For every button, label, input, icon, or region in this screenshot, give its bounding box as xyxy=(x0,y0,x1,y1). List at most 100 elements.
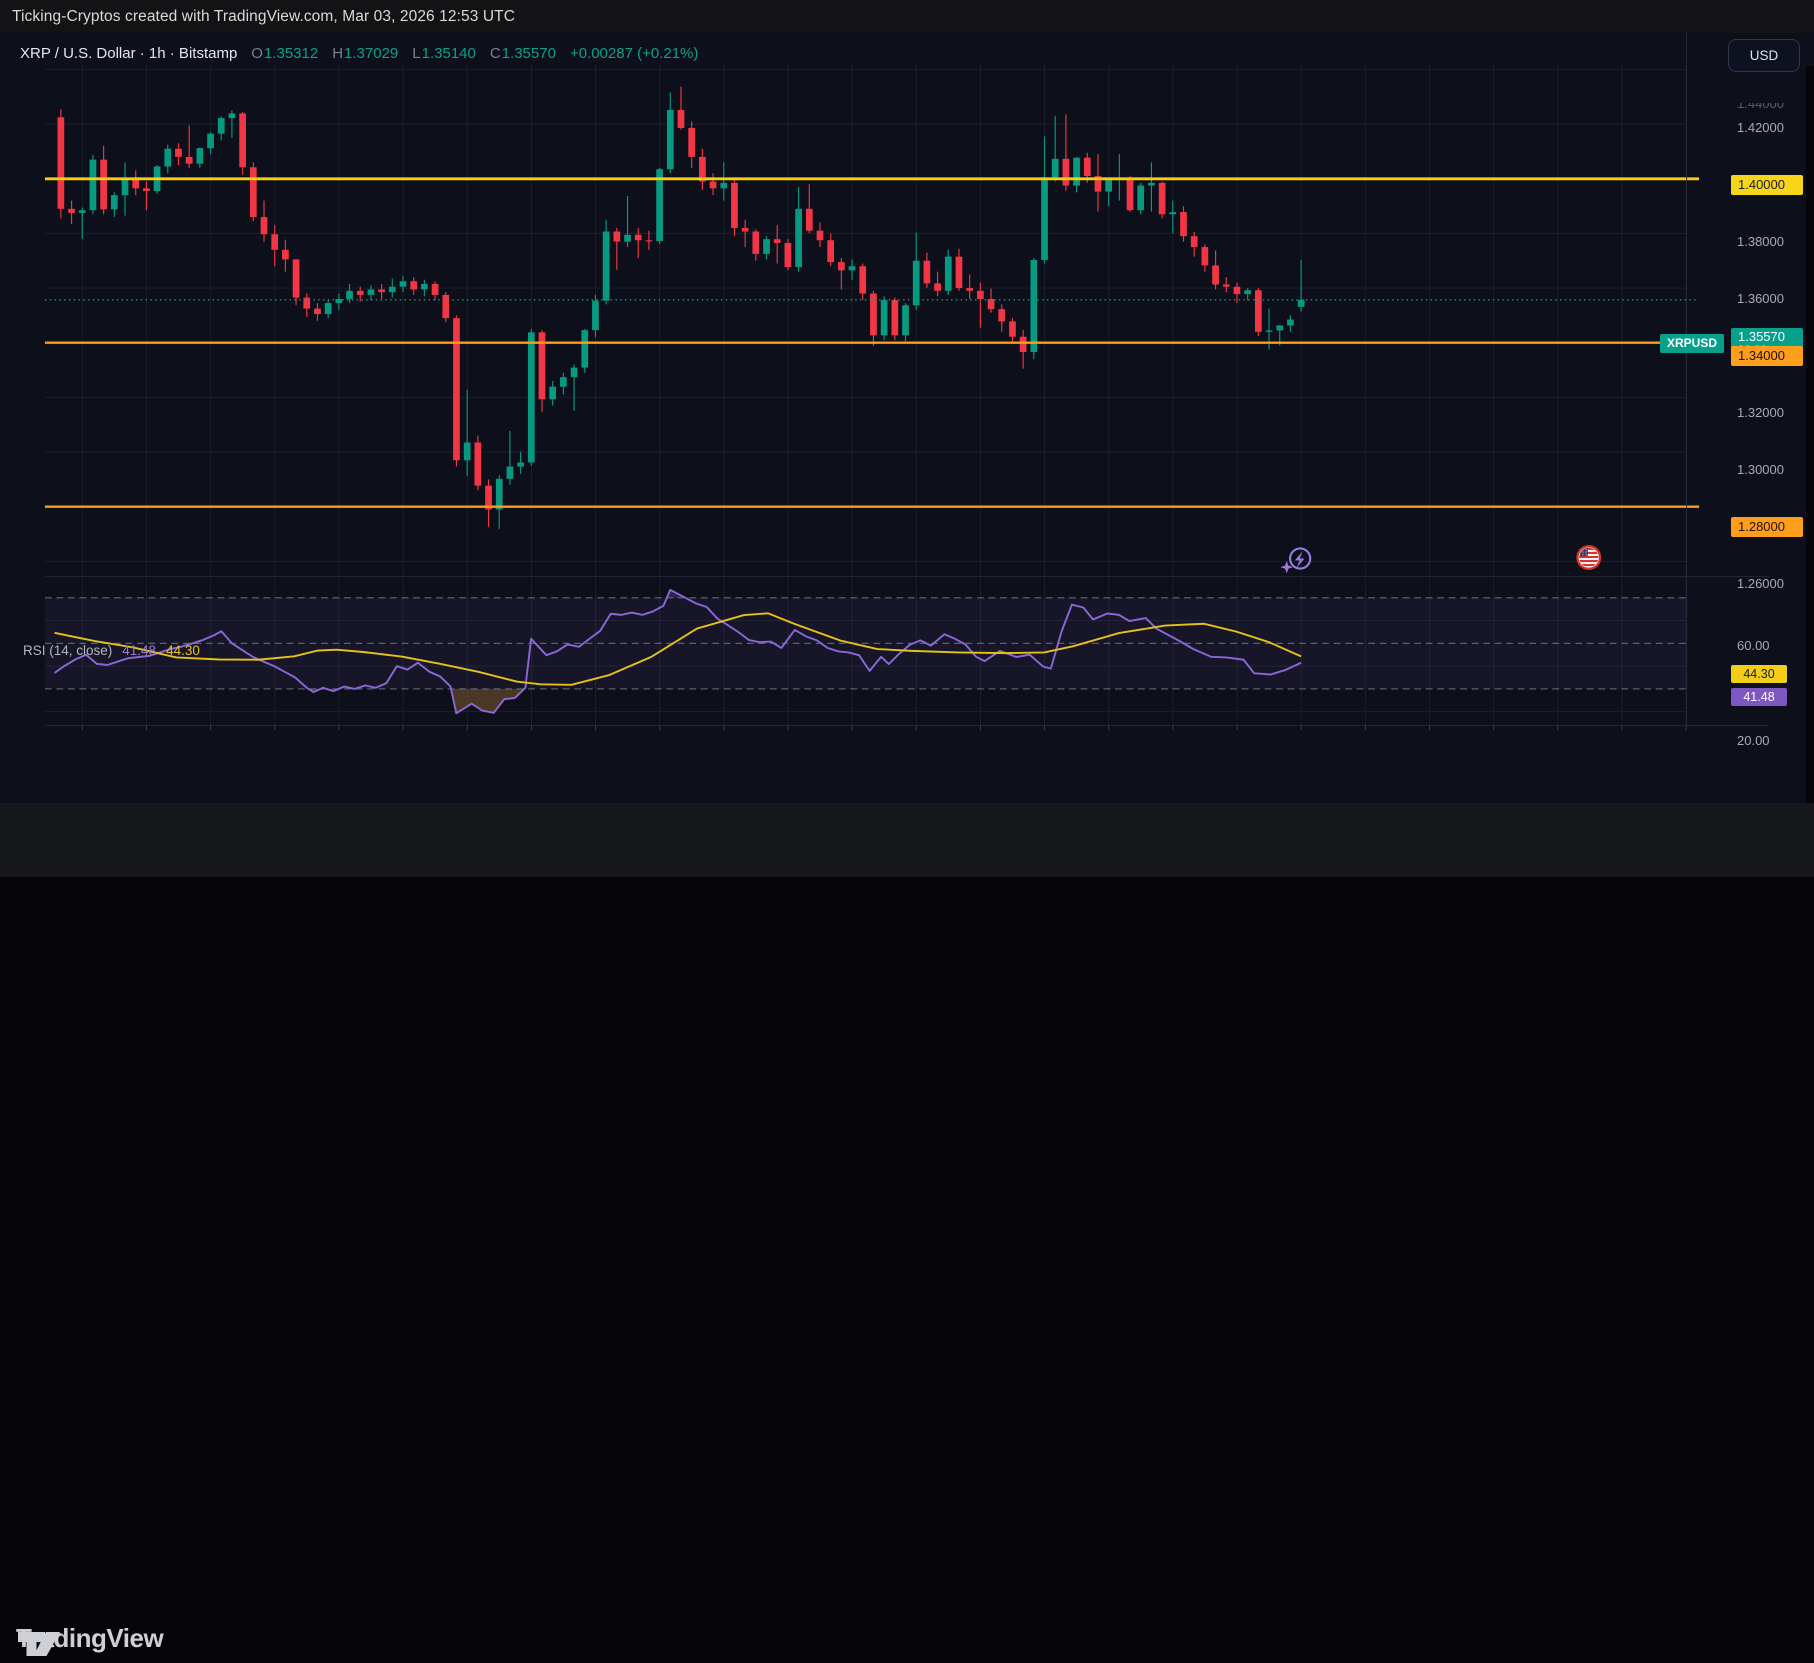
currency-usd-button[interactable]: USD xyxy=(1728,39,1800,72)
candle-body xyxy=(239,113,246,168)
rsi-line xyxy=(53,588,1302,715)
candle-body xyxy=(1062,158,1070,186)
candlestick-series xyxy=(57,86,1305,529)
chart-widget[interactable]: XRP / U.S. Dollar · 1h · Bitstamp O 1.353… xyxy=(0,33,1814,836)
candle-body xyxy=(784,242,792,268)
candle-body xyxy=(752,231,760,254)
price-axis-label: 1.26000 xyxy=(1737,576,1784,591)
candle-body xyxy=(1287,319,1294,326)
candle-body xyxy=(463,442,471,461)
candle-body xyxy=(1083,157,1091,177)
chart-canvas[interactable] xyxy=(0,33,1814,803)
candle-body xyxy=(902,305,909,336)
candle-body xyxy=(1190,236,1198,248)
candle-body xyxy=(324,303,332,315)
tradingview-logo-icon xyxy=(18,1632,60,1656)
attribution-text: Ticking-Cryptos created with TradingView… xyxy=(12,8,516,25)
candle-body xyxy=(282,249,289,260)
candle-body xyxy=(442,294,450,319)
high-value: 1.37029 xyxy=(344,45,399,62)
candle-body xyxy=(57,117,65,209)
candle-body xyxy=(1030,259,1038,353)
candle-body xyxy=(68,208,75,213)
candle-body xyxy=(378,289,385,293)
close-value: 1.35570 xyxy=(501,45,556,62)
open-label: O xyxy=(251,45,263,62)
candle-body xyxy=(1094,176,1102,192)
candle-body xyxy=(870,293,877,336)
candle-body xyxy=(838,262,845,271)
candle-body xyxy=(89,159,97,211)
candle-body xyxy=(592,300,599,331)
candle-body xyxy=(773,239,781,243)
attribution-bar: Ticking-Cryptos created with TradingView… xyxy=(0,0,1814,33)
symbol-header: XRP / U.S. Dollar · 1h · Bitstamp O 1.353… xyxy=(20,42,698,66)
candle-body xyxy=(292,259,300,298)
candle-body xyxy=(506,466,514,479)
candle-body xyxy=(934,283,941,291)
footer-bar: TradingView xyxy=(0,803,1814,1656)
candle-body xyxy=(164,148,172,167)
candle-body xyxy=(485,485,492,510)
candle-body xyxy=(709,181,717,189)
price-axis-label: 1.32000 xyxy=(1737,405,1784,420)
candle-body xyxy=(613,231,621,242)
candle-body xyxy=(143,188,150,192)
candle-body xyxy=(399,281,407,287)
candle-body xyxy=(474,442,482,486)
candle-body xyxy=(805,208,813,231)
candle-body xyxy=(955,256,963,289)
candle-body xyxy=(624,234,631,242)
candle-body xyxy=(741,227,749,232)
symbol-title[interactable]: XRP / U.S. Dollar · 1h · Bitstamp xyxy=(20,45,238,62)
candle-body xyxy=(217,118,225,134)
rsi-legend[interactable]: RSI (14, close) 41.48 44.30 xyxy=(23,641,200,661)
candle-body xyxy=(1009,321,1016,337)
candle-body xyxy=(517,462,524,467)
candle-body xyxy=(859,266,867,294)
candle-body xyxy=(1126,177,1134,211)
rsi-ma-badge: 44.30 xyxy=(1731,665,1787,684)
rsi-value: 41.48 xyxy=(122,643,157,658)
candle-body xyxy=(1105,178,1113,192)
candle-body xyxy=(132,178,140,189)
candle-body xyxy=(421,283,428,290)
candle-body xyxy=(763,239,770,254)
rsi-series xyxy=(53,588,1302,715)
rsi-title[interactable]: RSI (14, close) xyxy=(23,643,113,658)
candle-body xyxy=(228,113,236,119)
candle-body xyxy=(570,367,578,378)
candle-body xyxy=(100,159,107,210)
candle-body xyxy=(1148,182,1155,186)
open-value: 1.35312 xyxy=(263,45,319,62)
candle-body xyxy=(175,148,182,157)
candle-body xyxy=(207,133,214,149)
candle-body xyxy=(314,308,321,315)
candle-body xyxy=(271,234,279,250)
candle-body xyxy=(795,208,802,268)
candle-body xyxy=(249,167,257,218)
right-margin xyxy=(1806,66,1814,836)
candle-body xyxy=(367,289,375,295)
last-price-value: 1.35570 xyxy=(1738,329,1785,344)
low-label: L xyxy=(412,45,421,62)
candle-body xyxy=(1244,290,1252,295)
lightning-icon[interactable] xyxy=(1280,547,1312,574)
us-flag-icon[interactable] xyxy=(1576,545,1602,570)
rsi-value-badge: 41.48 xyxy=(1731,688,1787,707)
candle-body xyxy=(880,300,888,336)
low-value: 1.35140 xyxy=(421,45,476,62)
candle-body xyxy=(560,377,567,387)
tradingview-logo[interactable]: TradingView xyxy=(16,1623,164,1656)
price-level-badge: 1.34000 xyxy=(1731,346,1803,366)
candle-body xyxy=(1180,212,1187,237)
candle-body xyxy=(1158,182,1166,215)
rsi-ma-line xyxy=(54,612,1302,686)
price-axis-label: 1.30000 xyxy=(1737,462,1784,477)
candle-body xyxy=(1222,284,1230,287)
candle-body xyxy=(634,234,642,241)
candle-body xyxy=(998,309,1006,322)
candle-body xyxy=(891,300,899,336)
candle-body xyxy=(110,195,118,210)
candle-body xyxy=(923,260,931,284)
